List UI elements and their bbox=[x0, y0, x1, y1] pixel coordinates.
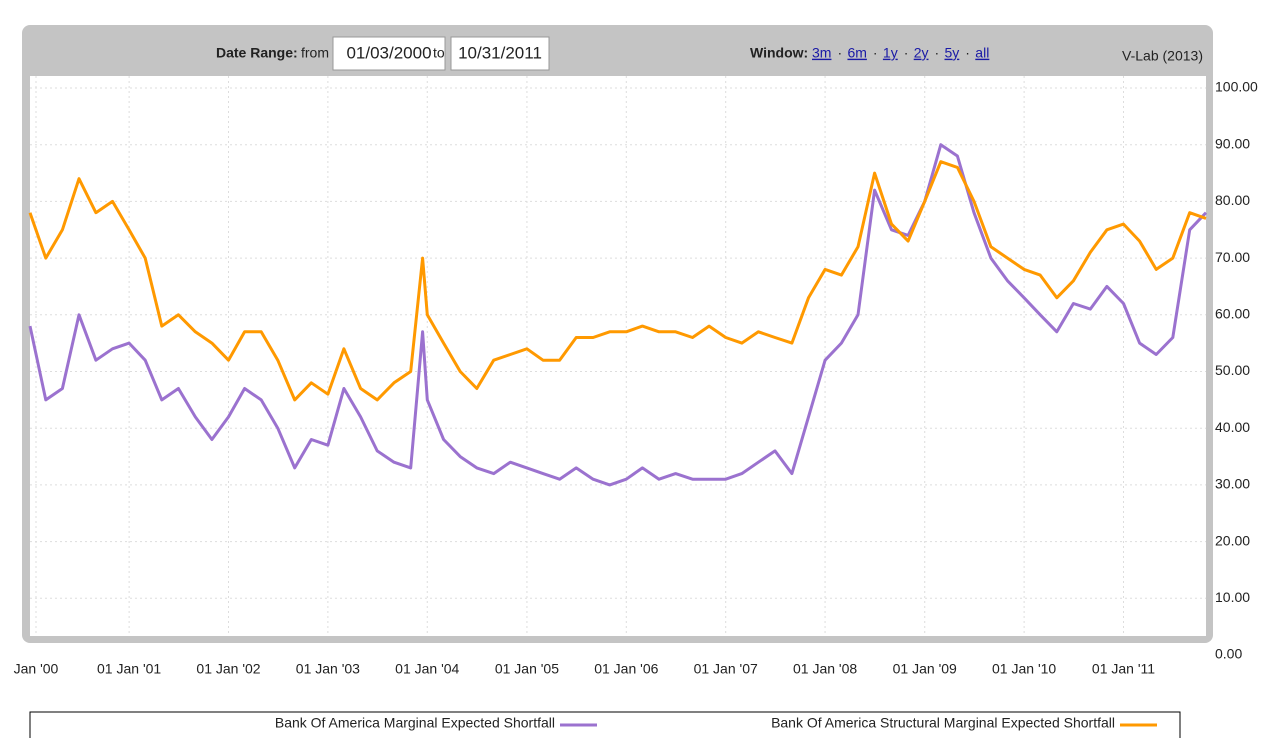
y-tick-label: 10.00 bbox=[1215, 589, 1250, 605]
plot-area bbox=[30, 76, 1206, 636]
y-tick-label: 20.00 bbox=[1215, 532, 1250, 548]
y-tick-label: 80.00 bbox=[1215, 192, 1250, 208]
legend-label: Bank Of America Marginal Expected Shortf… bbox=[275, 715, 555, 731]
x-tick-label: 01 Jan '07 bbox=[694, 661, 758, 677]
window-separator: · bbox=[904, 45, 909, 61]
y-tick-label: 100.00 bbox=[1215, 79, 1258, 95]
from-date[interactable]: 01/03/2000 bbox=[346, 43, 431, 62]
window-link[interactable]: all bbox=[975, 45, 989, 61]
x-tick-label: 01 Jan '03 bbox=[296, 661, 360, 677]
y-tick-label: 40.00 bbox=[1215, 419, 1250, 435]
window-link[interactable]: 5y bbox=[945, 45, 960, 61]
x-tick-label: 01 Jan '04 bbox=[395, 661, 459, 677]
x-tick-label: Jan '00 bbox=[14, 661, 59, 677]
x-tick-label: 01 Jan '09 bbox=[893, 661, 957, 677]
x-tick-label: 01 Jan '06 bbox=[594, 661, 658, 677]
window-separator: · bbox=[965, 45, 970, 61]
x-tick-label: 01 Jan '11 bbox=[1092, 661, 1155, 677]
window-separator: · bbox=[935, 45, 940, 61]
window-link[interactable]: 2y bbox=[914, 45, 929, 61]
window-link[interactable]: 3m bbox=[812, 45, 831, 61]
to-label: to bbox=[433, 45, 445, 61]
window-separator: · bbox=[837, 45, 842, 61]
window-link[interactable]: 1y bbox=[883, 45, 898, 61]
series-line bbox=[28, 160, 1207, 402]
series-line bbox=[28, 143, 1208, 487]
x-tick-label: 01 Jan '05 bbox=[495, 661, 559, 677]
legend bbox=[29, 711, 1181, 738]
date-range-label: Date Range: bbox=[216, 45, 298, 61]
source-label: V-Lab (2013) bbox=[1122, 48, 1203, 64]
window-link[interactable]: 6m bbox=[847, 45, 866, 61]
y-tick-label: 70.00 bbox=[1215, 249, 1250, 265]
to-date[interactable]: 10/31/2011 bbox=[458, 43, 542, 62]
y-tick-label: 90.00 bbox=[1215, 135, 1250, 151]
x-tick-label: 01 Jan '02 bbox=[196, 661, 260, 677]
y-tick-label: 50.00 bbox=[1215, 362, 1250, 378]
x-tick-label: 01 Jan '10 bbox=[992, 661, 1056, 677]
window-separator: · bbox=[873, 45, 878, 61]
legend-label: Bank Of America Structural Marginal Expe… bbox=[771, 715, 1115, 731]
y-tick-label: 0.00 bbox=[1215, 646, 1242, 662]
to-input[interactable] bbox=[450, 36, 550, 71]
x-tick-label: 01 Jan '01 bbox=[97, 661, 161, 677]
from-label: from bbox=[301, 45, 329, 61]
y-tick-label: 30.00 bbox=[1215, 476, 1250, 492]
x-tick-label: 01 Jan '08 bbox=[793, 661, 857, 677]
from-input[interactable] bbox=[332, 36, 446, 71]
y-tick-label: 60.00 bbox=[1215, 306, 1250, 322]
window-label: Window: bbox=[750, 45, 808, 61]
